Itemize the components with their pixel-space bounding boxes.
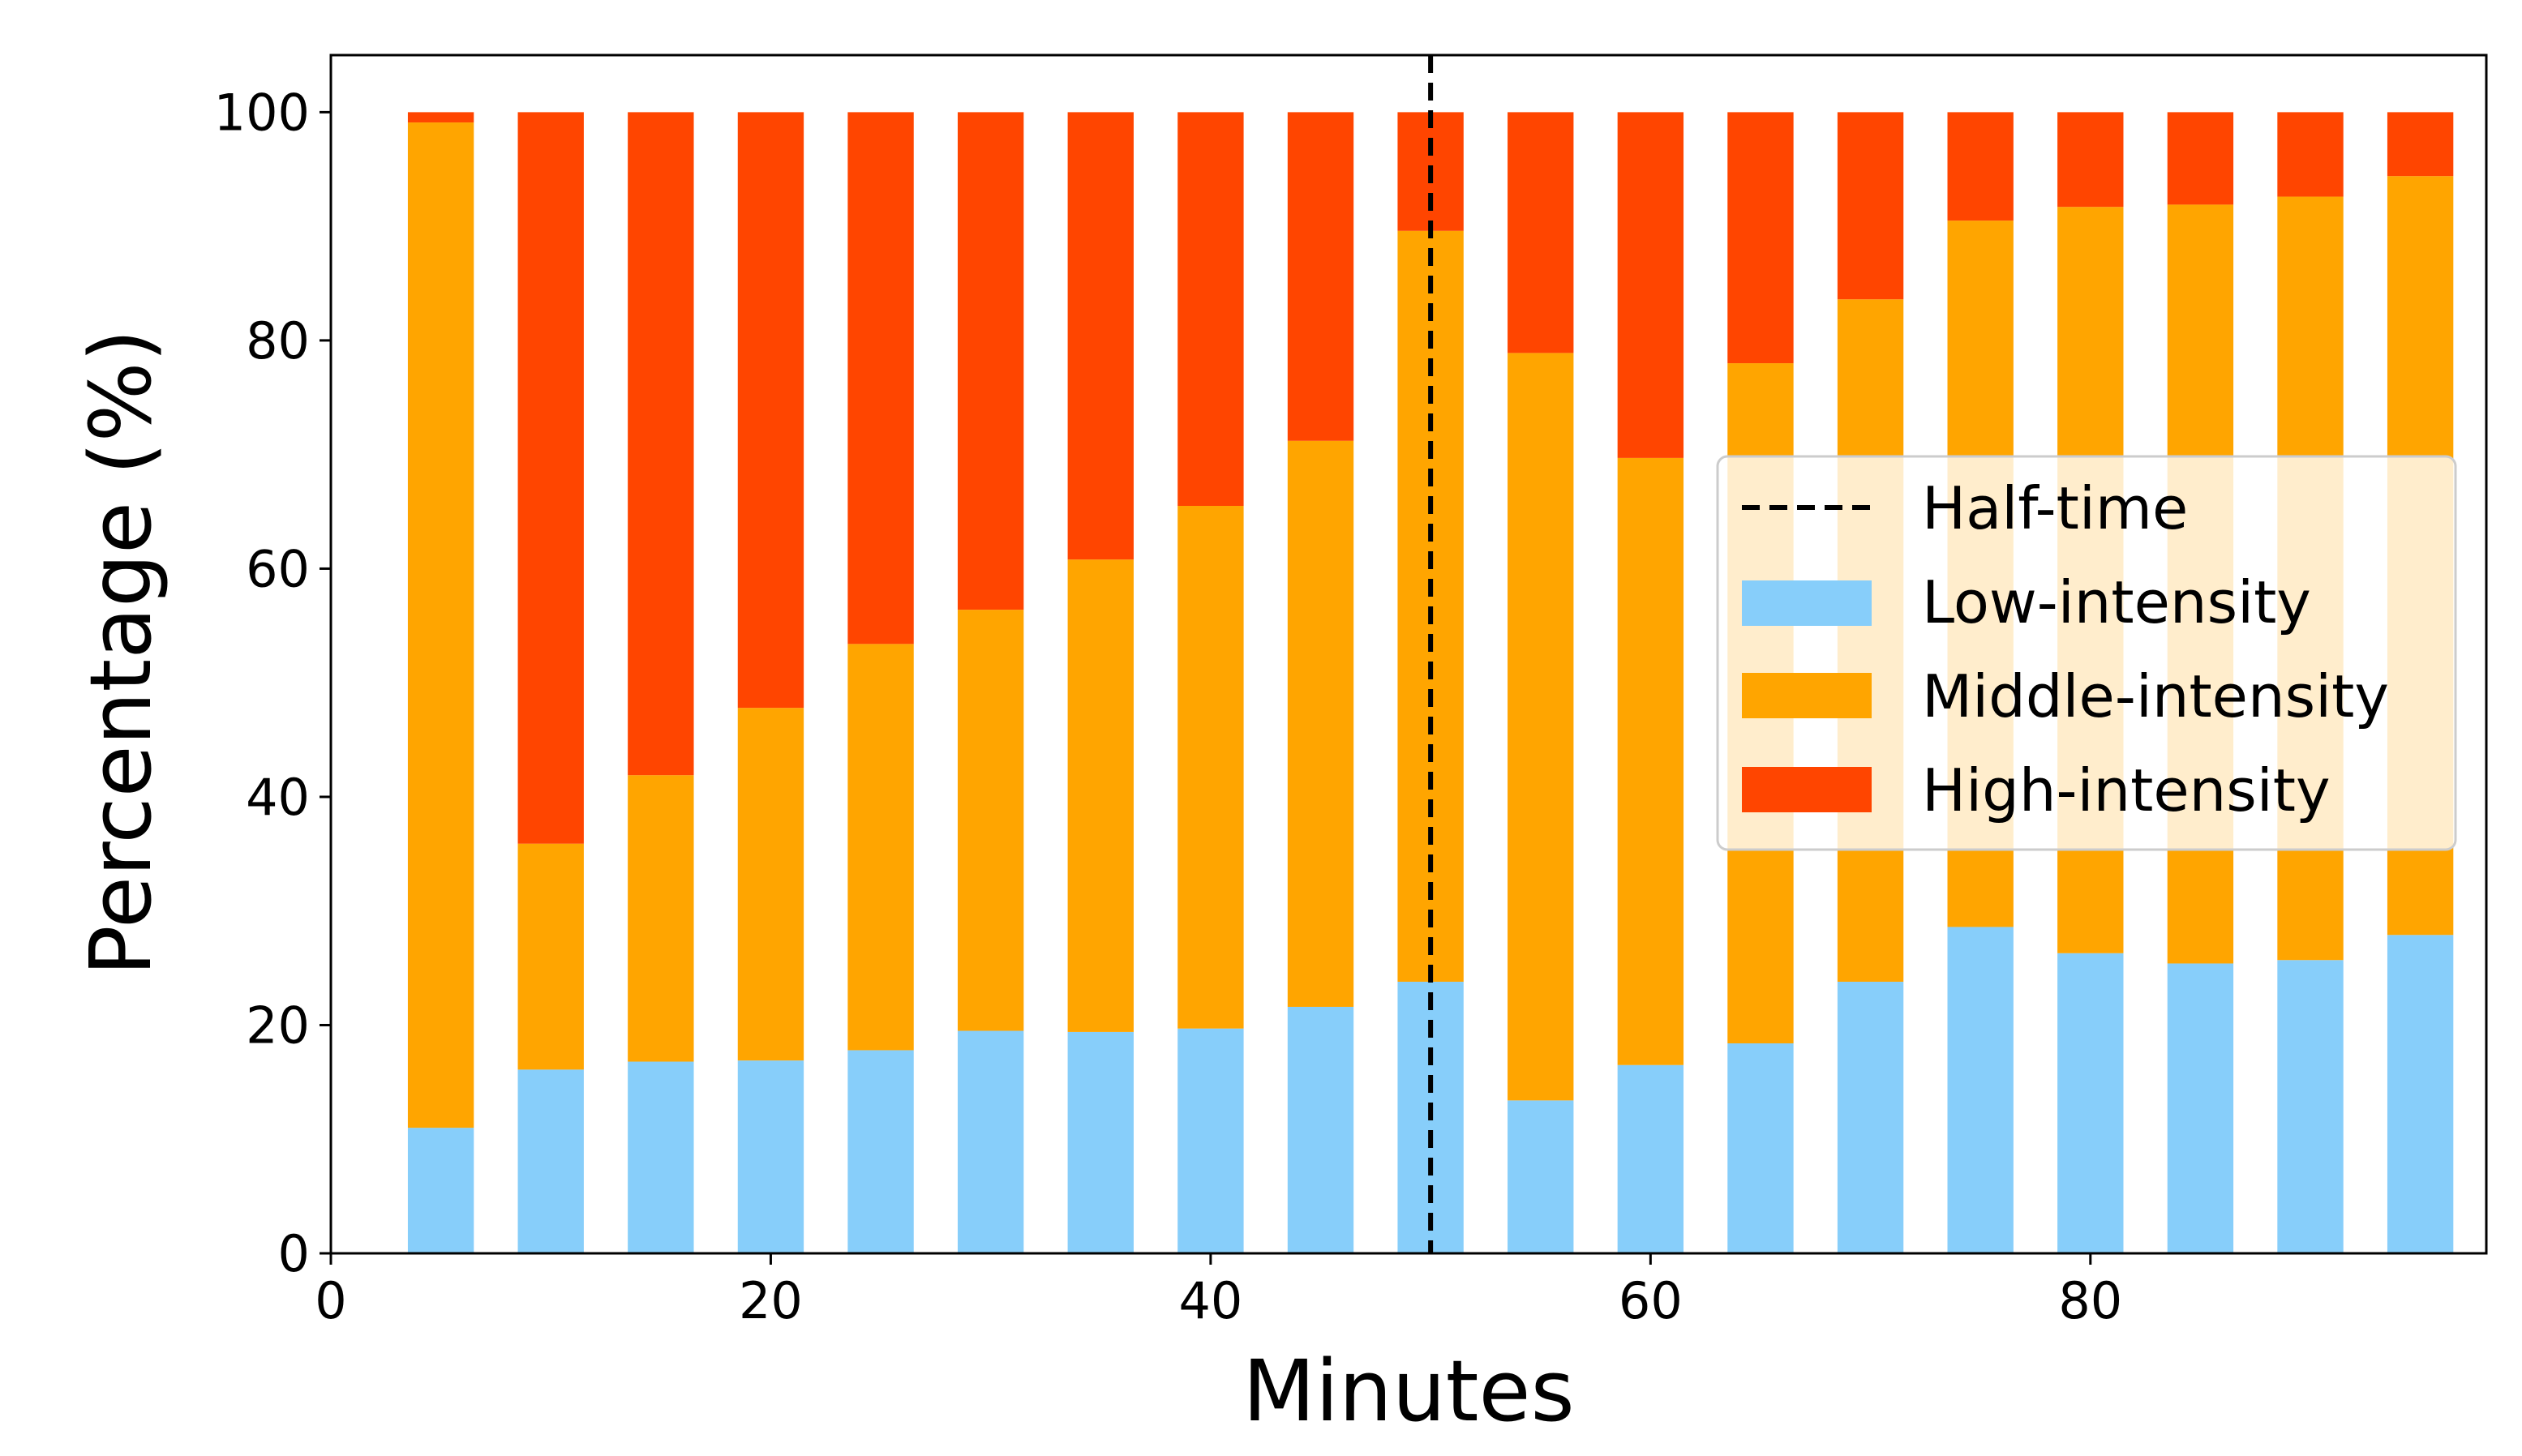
legend-frame [1716,455,2457,851]
y-axis-title: Percentage (%) [71,329,170,976]
y-tick-label-20: 20 [246,996,310,1055]
bar-high-intensity-min-95 [2387,112,2454,177]
bar-low-intensity-min-30 [957,1030,1024,1253]
x-tick-label-20: 20 [739,1271,803,1330]
x-tick-label-40: 40 [1178,1271,1242,1330]
bar-middle-intensity-min-30 [957,610,1024,1031]
bar-low-intensity-min-45 [1287,1006,1354,1253]
bar-middle-intensity-min-25 [847,644,914,1051]
y-tick-label-60: 60 [246,539,310,598]
bar-low-intensity-min-15 [628,1061,694,1253]
bar-middle-intensity-min-55 [1508,353,1574,1101]
bar-low-intensity-min-65 [1727,1043,1794,1253]
bar-middle-intensity-min-10 [517,843,584,1070]
bar-low-intensity-min-20 [737,1060,804,1253]
bar-high-intensity-min-30 [957,112,1024,610]
x-tick-label-60: 60 [1619,1271,1683,1330]
bar-middle-intensity-min-5 [407,122,474,1128]
bar-middle-intensity-min-60 [1617,457,1684,1065]
bar-high-intensity-min-45 [1287,112,1354,441]
x-axis-title: Minutes [1242,1342,1574,1441]
bar-high-intensity-min-15 [628,112,694,776]
bar-low-intensity-min-80 [2057,953,2124,1253]
plot-frame [329,54,2488,1255]
bar-low-intensity-min-25 [847,1050,914,1253]
bar-low-intensity-min-55 [1508,1100,1574,1253]
y-tick-label-40: 40 [246,768,310,827]
y-axis-ticks: 0 20 40 60 80 100 [214,83,331,1283]
y-tick-label-80: 80 [246,311,310,370]
legend-low-intensity-swatch [1742,580,1872,626]
bar-high-intensity-min-35 [1067,112,1134,560]
y-tick-label-0: 0 [278,1224,310,1283]
bar-low-intensity-min-85 [2167,963,2234,1253]
bar-high-intensity-min-65 [1727,112,1794,364]
x-axis-ticks: 0 20 40 60 80 [315,1253,2122,1330]
bar-low-intensity-min-70 [1837,981,1904,1253]
bar-low-intensity-min-75 [1947,927,2014,1253]
x-tick-label-80: 80 [2058,1271,2122,1330]
bar-low-intensity-min-40 [1177,1028,1244,1253]
bar-high-intensity-min-5 [407,112,474,123]
bar-high-intensity-min-80 [2057,112,2124,208]
bar-low-intensity-min-90 [2277,960,2344,1253]
x-tick-label-0: 0 [315,1271,346,1330]
bar-high-intensity-min-90 [2277,112,2344,197]
bar-high-intensity-min-20 [737,112,804,709]
bar-middle-intensity-min-35 [1067,559,1134,1032]
bar-high-intensity-min-40 [1177,112,1244,507]
legend-low-intensity-label: Low-intensity [1922,568,2311,636]
bar-high-intensity-min-75 [1947,112,2014,221]
legend-middle-intensity-label: Middle-intensity [1922,662,2389,730]
bar-middle-intensity-min-45 [1287,440,1354,1007]
legend-middle-intensity-swatch [1742,673,1872,718]
bar-high-intensity-min-25 [847,112,914,644]
y-tick-label-100: 100 [214,83,310,142]
bar-middle-intensity-min-15 [628,775,694,1062]
legend: Half-time Low-intensity Middle-intensity… [1716,455,2457,851]
legend-half-time-label: Half-time [1922,474,2188,542]
bar-middle-intensity-min-20 [737,708,804,1061]
bar-high-intensity-min-60 [1617,112,1684,458]
bar-low-intensity-min-10 [517,1069,584,1253]
legend-high-intensity-swatch [1742,767,1872,812]
legend-high-intensity-label: High-intensity [1922,756,2331,824]
bar-high-intensity-min-85 [2167,112,2234,205]
bar-low-intensity-min-5 [407,1128,474,1253]
bar-low-intensity-min-95 [2387,935,2454,1253]
bar-middle-intensity-min-40 [1177,506,1244,1029]
bar-low-intensity-min-60 [1617,1064,1684,1253]
bar-high-intensity-min-10 [517,112,584,844]
bar-high-intensity-min-55 [1508,112,1574,353]
bar-low-intensity-min-35 [1067,1031,1134,1253]
bar-high-intensity-min-70 [1837,112,1904,300]
